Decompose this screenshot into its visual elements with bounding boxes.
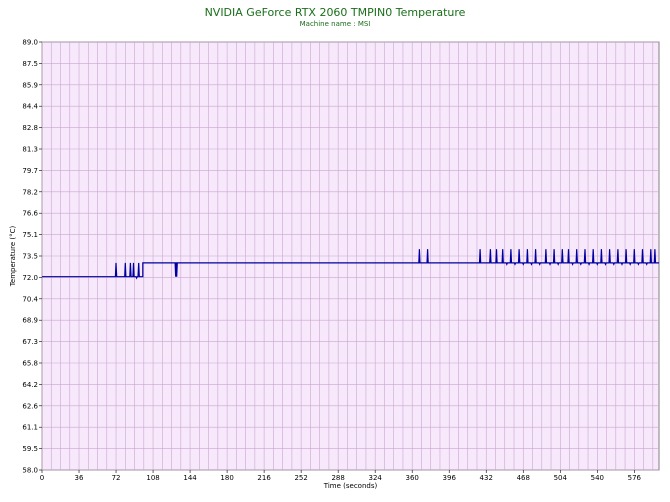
x-tick-label: 216 [257, 474, 271, 482]
y-tick-label: 61.1 [22, 424, 38, 432]
x-axis-ticks: 0 36 72 108 144 180 216 252 288 324 360 396 432 468 50… [40, 470, 642, 482]
y-tick-label: 62.6 [22, 402, 38, 410]
y-tick-label: 87.5 [22, 60, 38, 68]
x-tick-label: 432 [480, 474, 493, 482]
chart-title: NVIDIA GeForce RTX 2060 TMPIN0 Temperatu… [204, 6, 466, 19]
y-tick-label: 76.6 [22, 210, 38, 218]
y-tick-label: 67.3 [22, 338, 38, 346]
y-tick-label: 72.0 [22, 274, 38, 282]
x-axis-label: Time (seconds) [323, 482, 378, 490]
y-tick-label: 85.9 [22, 81, 38, 89]
y-tick-label: 81.3 [22, 146, 38, 154]
y-tick-label: 68.9 [22, 317, 38, 325]
temperature-series-line [42, 249, 659, 280]
y-tick-label: 73.5 [22, 253, 38, 261]
x-tick-label: 72 [112, 474, 121, 482]
grid-lines [41, 41, 659, 471]
x-tick-label: 396 [443, 474, 457, 482]
x-tick-label: 180 [220, 474, 233, 482]
y-tick-label: 84.4 [22, 103, 38, 111]
y-tick-label: 82.8 [22, 124, 38, 132]
x-tick-label: 468 [517, 474, 530, 482]
y-tick-label: 89.0 [22, 39, 38, 47]
x-tick-label: 252 [294, 474, 307, 482]
chart-subtitle: Machine name : MSI [299, 20, 371, 28]
x-tick-label: 504 [554, 474, 568, 482]
y-tick-label: 70.4 [22, 295, 38, 303]
y-tick-label: 75.1 [22, 231, 38, 239]
y-axis-label: Temperature (°C) [9, 226, 17, 288]
y-tick-label: 58.0 [22, 467, 38, 475]
x-tick-label: 144 [183, 474, 197, 482]
x-tick-label: 360 [406, 474, 419, 482]
x-tick-label: 0 [40, 474, 44, 482]
x-tick-label: 108 [146, 474, 159, 482]
x-tick-label: 324 [368, 474, 382, 482]
y-axis-ticks: 58.0 59.5 61.1 62.6 64.2 65.8 67.3 68.9 70.4 72.0… [22, 39, 42, 475]
y-tick-label: 78.2 [22, 188, 38, 196]
y-tick-label: 59.5 [22, 445, 38, 453]
y-tick-label: 79.7 [22, 167, 38, 175]
x-tick-label: 288 [331, 474, 344, 482]
x-tick-label: 36 [75, 474, 84, 482]
x-tick-label: 576 [628, 474, 642, 482]
y-tick-label: 65.8 [22, 360, 38, 368]
x-tick-label: 540 [591, 474, 604, 482]
y-tick-label: 64.2 [22, 381, 38, 389]
